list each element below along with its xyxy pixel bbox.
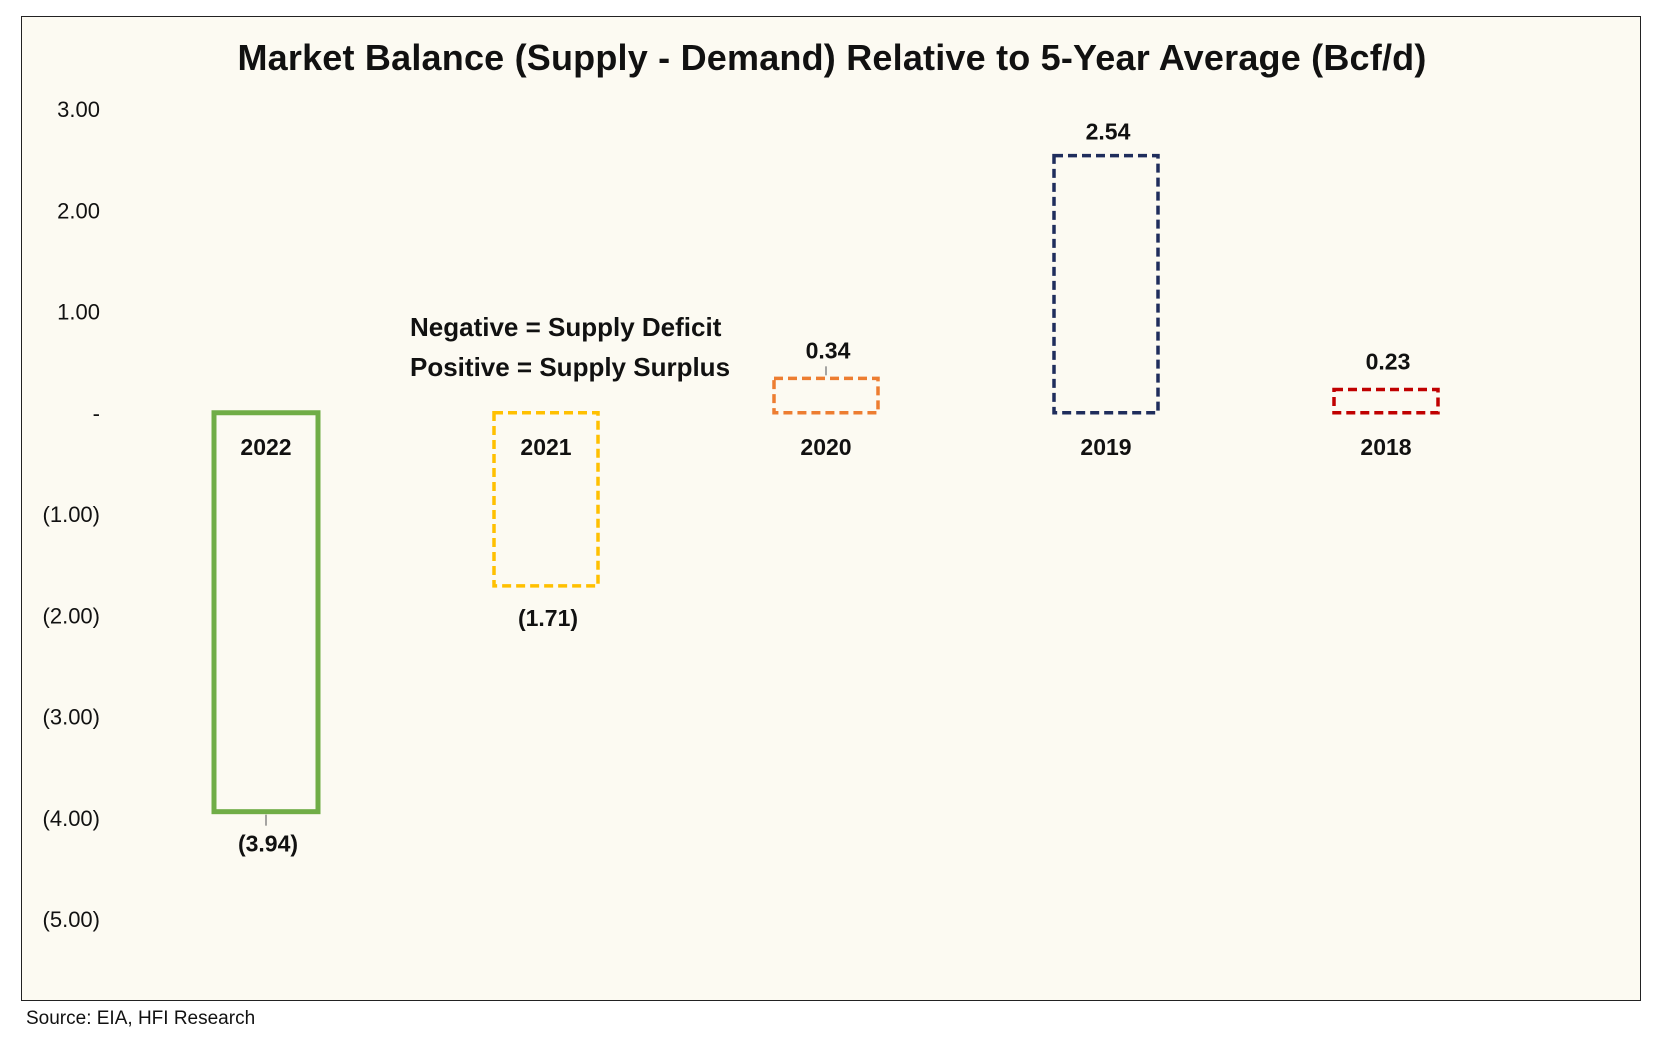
data-label-2021: (1.71) bbox=[518, 605, 578, 631]
y-tick-label: - bbox=[93, 401, 100, 426]
chart-plot-area: 3.00 2.00 1.00 - (1.00) (2.00) (3.00) (4.00) (5.… bbox=[43, 97, 1440, 932]
y-tick-label: 3.00 bbox=[57, 97, 100, 122]
bar-2018 bbox=[1332, 387, 1440, 415]
bar-2020 bbox=[772, 376, 880, 415]
bar-2019 bbox=[1052, 153, 1160, 415]
category-label-2019: 2019 bbox=[1080, 434, 1131, 460]
y-tick-label: (1.00) bbox=[43, 502, 100, 527]
data-label-2020: 0.34 bbox=[806, 337, 851, 363]
y-tick-label: (4.00) bbox=[43, 806, 100, 831]
category-label-2018: 2018 bbox=[1360, 434, 1411, 460]
bar-2021 bbox=[492, 411, 600, 588]
y-tick-label: (3.00) bbox=[43, 705, 100, 730]
y-tick-label: (5.00) bbox=[43, 907, 100, 932]
y-tick-label: (2.00) bbox=[43, 603, 100, 628]
annotation-positive-surplus: Positive = Supply Surplus bbox=[410, 352, 731, 382]
category-label-2022: 2022 bbox=[240, 434, 291, 460]
data-label-2019: 2.54 bbox=[1086, 119, 1131, 145]
annotation-negative-deficit: Negative = Supply Deficit bbox=[410, 312, 722, 342]
data-label-2022: (3.94) bbox=[238, 831, 298, 857]
y-tick-label: 2.00 bbox=[57, 198, 100, 223]
source-note: Source: EIA, HFI Research bbox=[26, 1008, 256, 1029]
chart-title: Market Balance (Supply - Demand) Relativ… bbox=[237, 37, 1427, 78]
category-label-2021: 2021 bbox=[520, 434, 571, 460]
chart-frame: 3.00 2.00 1.00 - (1.00) (2.00) (3.00) (4.00) (5.… bbox=[21, 16, 1641, 1001]
y-tick-label: 1.00 bbox=[57, 300, 100, 325]
bar-2022 bbox=[211, 410, 321, 815]
data-label-2018: 0.23 bbox=[1366, 348, 1411, 374]
category-label-2020: 2020 bbox=[800, 434, 851, 460]
